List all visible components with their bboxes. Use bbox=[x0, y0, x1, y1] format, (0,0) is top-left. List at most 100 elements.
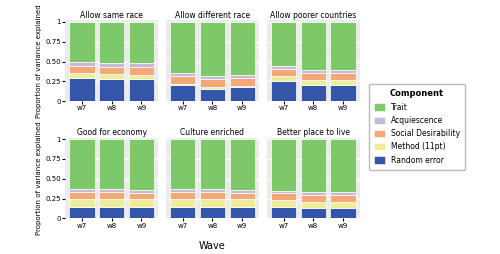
Bar bbox=[271, 207, 296, 218]
Bar bbox=[99, 74, 124, 79]
Bar bbox=[129, 63, 154, 67]
Bar bbox=[129, 75, 154, 80]
Bar bbox=[330, 139, 356, 192]
Bar bbox=[200, 199, 225, 207]
Bar bbox=[170, 207, 196, 218]
Bar bbox=[170, 189, 196, 192]
Bar bbox=[271, 191, 296, 194]
Bar bbox=[129, 80, 154, 101]
Y-axis label: Proportion of variance explained: Proportion of variance explained bbox=[36, 4, 43, 118]
Bar bbox=[69, 61, 94, 66]
Bar bbox=[69, 207, 94, 218]
Bar bbox=[69, 192, 94, 199]
Bar bbox=[99, 192, 124, 199]
Bar bbox=[200, 207, 225, 218]
Bar bbox=[271, 81, 296, 101]
Bar bbox=[330, 195, 356, 202]
Bar bbox=[129, 189, 154, 193]
Bar bbox=[69, 66, 94, 73]
Bar bbox=[271, 76, 296, 81]
Bar bbox=[99, 79, 124, 101]
Bar bbox=[330, 70, 356, 73]
Bar bbox=[330, 202, 356, 208]
Bar bbox=[230, 193, 255, 199]
Bar bbox=[271, 194, 296, 200]
Bar bbox=[271, 200, 296, 207]
Bar bbox=[230, 86, 255, 87]
Bar bbox=[69, 199, 94, 207]
Bar bbox=[129, 207, 154, 218]
Bar bbox=[170, 192, 196, 199]
Title: Culture enriched: Culture enriched bbox=[180, 128, 244, 137]
Bar bbox=[271, 69, 296, 76]
Bar bbox=[330, 73, 356, 80]
Bar bbox=[230, 189, 255, 193]
Bar bbox=[69, 78, 94, 101]
Bar bbox=[99, 139, 124, 189]
Bar bbox=[200, 139, 225, 189]
Bar bbox=[230, 139, 255, 189]
Bar bbox=[330, 192, 356, 195]
Bar bbox=[271, 139, 296, 191]
Title: Allow same race: Allow same race bbox=[80, 11, 143, 20]
Bar bbox=[230, 207, 255, 218]
Bar bbox=[271, 22, 296, 66]
Bar bbox=[200, 192, 225, 199]
Bar bbox=[300, 80, 326, 85]
Bar bbox=[99, 199, 124, 207]
Bar bbox=[230, 75, 255, 78]
Bar bbox=[69, 22, 94, 61]
Bar bbox=[69, 73, 94, 78]
Legend: Trait, Acquiescence, Social Desirability, Method (11pt), Random error: Trait, Acquiescence, Social Desirability… bbox=[369, 84, 466, 170]
Bar bbox=[200, 189, 225, 192]
Bar bbox=[330, 22, 356, 70]
Bar bbox=[170, 139, 196, 189]
Bar bbox=[300, 22, 326, 70]
Y-axis label: Proportion of variance explained: Proportion of variance explained bbox=[36, 121, 43, 235]
Bar bbox=[300, 195, 326, 202]
Bar bbox=[300, 73, 326, 80]
Title: Allow different race: Allow different race bbox=[175, 11, 250, 20]
Text: Wave: Wave bbox=[199, 242, 226, 251]
Bar bbox=[170, 85, 196, 101]
Bar bbox=[230, 78, 255, 86]
Bar bbox=[330, 80, 356, 85]
Bar bbox=[200, 88, 225, 101]
Bar bbox=[300, 70, 326, 73]
Bar bbox=[69, 139, 94, 189]
Bar bbox=[300, 192, 326, 195]
Bar bbox=[200, 87, 225, 88]
Bar bbox=[300, 139, 326, 192]
Bar bbox=[300, 208, 326, 218]
Bar bbox=[170, 199, 196, 207]
Bar bbox=[99, 189, 124, 192]
Bar bbox=[300, 85, 326, 101]
Bar bbox=[99, 67, 124, 74]
Bar bbox=[99, 22, 124, 63]
Bar bbox=[300, 202, 326, 208]
Bar bbox=[99, 207, 124, 218]
Bar bbox=[69, 189, 94, 192]
Bar bbox=[170, 76, 196, 84]
Bar bbox=[170, 73, 196, 76]
Bar bbox=[129, 139, 154, 189]
Bar bbox=[170, 84, 196, 85]
Bar bbox=[330, 208, 356, 218]
Bar bbox=[129, 22, 154, 63]
Bar bbox=[129, 199, 154, 207]
Title: Allow poorer countries: Allow poorer countries bbox=[270, 11, 356, 20]
Bar bbox=[200, 76, 225, 80]
Bar bbox=[99, 63, 124, 67]
Bar bbox=[129, 193, 154, 199]
Bar bbox=[200, 80, 225, 87]
Title: Good for economy: Good for economy bbox=[76, 128, 146, 137]
Bar bbox=[330, 85, 356, 101]
Bar bbox=[129, 67, 154, 75]
Title: Better place to live: Better place to live bbox=[277, 128, 350, 137]
Bar bbox=[230, 22, 255, 75]
Bar bbox=[271, 66, 296, 69]
Bar bbox=[230, 199, 255, 207]
Bar bbox=[230, 87, 255, 101]
Bar bbox=[170, 22, 196, 73]
Bar bbox=[200, 22, 225, 76]
